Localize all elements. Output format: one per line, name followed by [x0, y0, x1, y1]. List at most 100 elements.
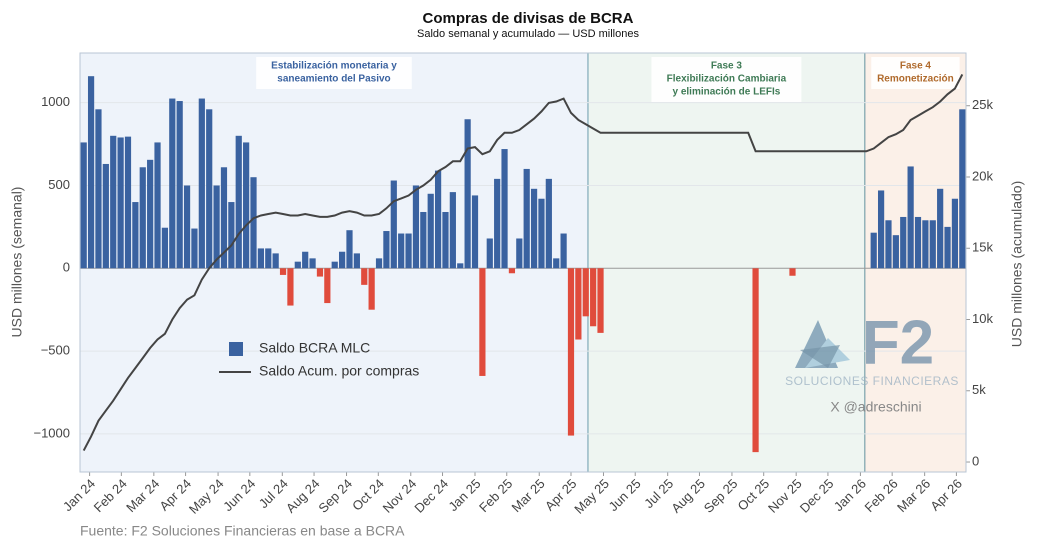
bar [420, 211, 427, 269]
y2-tick-label: 15k [972, 240, 993, 255]
legend-label: Saldo Acum. por compras [259, 363, 419, 379]
phase-label: Remonetización [877, 74, 954, 85]
logo-shape [800, 345, 840, 368]
x-tick-label: Feb 26 [861, 476, 900, 515]
y-tick-label: −1000 [33, 425, 70, 440]
x-tick-label: Jan 24 [60, 476, 98, 514]
bar [390, 180, 397, 269]
bar [434, 170, 442, 269]
bar [582, 268, 589, 317]
bar [213, 185, 220, 269]
chart-title: Compras de divisas de BCRA [423, 10, 634, 27]
y-tick-label: 0 [63, 260, 70, 275]
bar [959, 109, 966, 269]
phase-label: Fase 3 [711, 61, 743, 72]
bar [272, 253, 279, 269]
bar [169, 98, 176, 269]
x-tick-label: Jan 25 [445, 476, 483, 514]
bar [361, 268, 368, 285]
phase-band [587, 52, 866, 473]
x-tick-label: Dec 25 [797, 476, 837, 516]
bar [250, 177, 257, 269]
bar [523, 168, 530, 269]
bar [324, 268, 331, 304]
bar [257, 248, 264, 269]
x-tick-label: Jun 24 [220, 476, 258, 514]
x-tick-label: Feb 24 [91, 476, 130, 515]
bar [553, 258, 560, 269]
bar [294, 261, 301, 269]
bar [154, 142, 161, 269]
bar [353, 253, 360, 269]
legend-label: Saldo BCRA MLC [259, 340, 370, 356]
bar [427, 193, 434, 269]
x-tick-label: Nov 25 [765, 476, 805, 516]
logo-text: F2 [862, 308, 934, 377]
phase-label-box [256, 57, 412, 89]
bar [117, 137, 124, 269]
phase-label: Fase 4 [900, 61, 932, 72]
bar [486, 238, 493, 269]
line [82, 73, 964, 452]
bar [471, 195, 479, 269]
bar [198, 98, 205, 269]
bar [944, 226, 951, 269]
phase-label: Flexibilización Cambiaria [667, 74, 787, 85]
bar [176, 101, 183, 269]
bar [279, 268, 287, 275]
bar [287, 268, 294, 306]
x-tick-label: May 24 [186, 476, 227, 517]
legend-swatch [229, 342, 243, 356]
x-tick-label: Jun 25 [606, 476, 644, 514]
phase-label-box [871, 57, 960, 89]
phase-label-box [651, 57, 802, 102]
x-tick-label: Nov 24 [380, 476, 420, 516]
x-tick-label: Apr 26 [927, 476, 965, 514]
x-tick-label: Jan 26 [831, 476, 869, 514]
bar [368, 268, 375, 310]
bar [161, 227, 169, 269]
bar [575, 268, 582, 340]
bar [302, 251, 309, 269]
bar [110, 135, 117, 269]
bar [442, 211, 449, 269]
bar [789, 268, 796, 276]
bar [494, 178, 501, 269]
bar [479, 268, 486, 376]
y-tick-label: 500 [48, 177, 70, 192]
bar [412, 185, 420, 269]
plot-frame [79, 52, 967, 473]
y-tick-label: 1000 [41, 94, 70, 109]
y-tick-label: −500 [41, 343, 70, 358]
x-tick-label: Mar 24 [123, 476, 162, 515]
bar [501, 149, 508, 269]
phase-label: saneamiento del Pasivo [277, 74, 390, 85]
bar [183, 185, 191, 269]
bar [346, 230, 353, 269]
bar [752, 268, 759, 453]
bar [530, 188, 538, 269]
x-tick-label: Sep 25 [701, 476, 741, 516]
bar [235, 135, 242, 269]
y2-tick-label: 0 [972, 453, 979, 468]
bar [95, 109, 102, 269]
bar [877, 190, 885, 269]
x-tick-label: Feb 25 [476, 476, 515, 515]
x-tick-label: Dec 24 [411, 476, 451, 516]
bar [870, 232, 877, 269]
y-axis-label: USD millones (semanal) [9, 187, 25, 338]
x-tick-label: Aug 25 [668, 476, 708, 516]
y2-axis-label: USD millones (acumulado) [1009, 181, 1025, 348]
bar [892, 235, 899, 269]
bar [132, 202, 139, 269]
phase-label: y eliminación de LEFIs [673, 87, 781, 98]
bar [929, 220, 936, 269]
bar [900, 216, 907, 269]
bar [567, 268, 575, 436]
y2-tick-label: 25k [972, 97, 993, 112]
bar [464, 119, 471, 269]
bar [914, 216, 922, 269]
bar [922, 220, 929, 269]
bar [907, 166, 914, 269]
